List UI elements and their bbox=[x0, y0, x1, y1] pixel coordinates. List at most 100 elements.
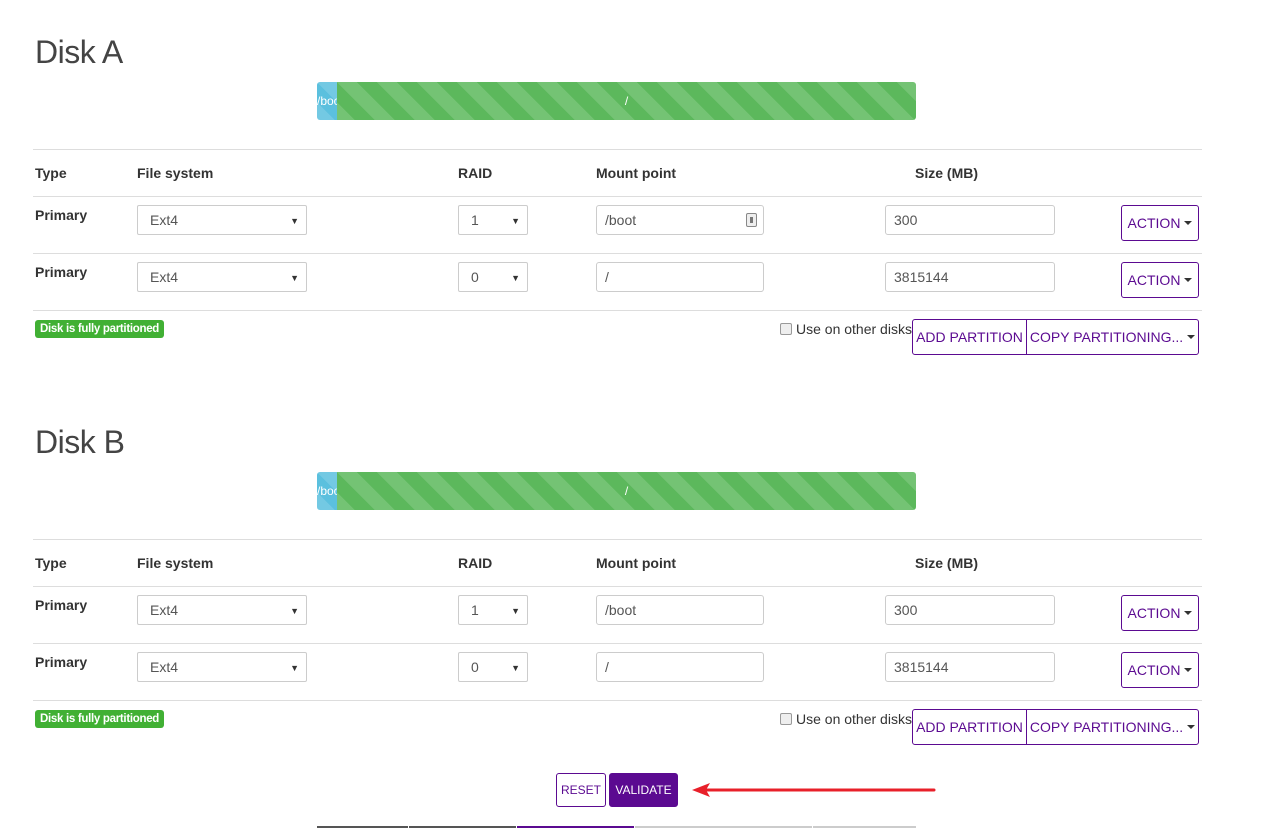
copy-partitioning-label: COPY PARTITIONING... bbox=[1029, 719, 1184, 735]
partition-bar: /boot/ bbox=[317, 472, 916, 510]
partition-segment[interactable]: / bbox=[337, 82, 916, 120]
header-filesystem: File system bbox=[137, 555, 214, 571]
size-value: 3815144 bbox=[894, 269, 949, 285]
action-dropdown-button[interactable]: ACTION bbox=[1121, 652, 1199, 688]
caret-down-icon bbox=[1187, 725, 1196, 729]
action-dropdown-button[interactable]: ACTION bbox=[1121, 262, 1199, 298]
header-filesystem: File system bbox=[137, 165, 214, 181]
filesystem-value: Ext4 bbox=[150, 212, 179, 228]
chevron-down-icon: ▼ bbox=[290, 273, 299, 283]
size-input[interactable]: 300 bbox=[885, 595, 1055, 625]
progress-stepper bbox=[317, 826, 916, 828]
size-value: 300 bbox=[894, 602, 918, 618]
header-size: Size (MB) bbox=[915, 165, 978, 181]
stepper-segment bbox=[517, 826, 634, 828]
validate-button[interactable]: VALIDATE bbox=[609, 773, 678, 807]
action-label: ACTION bbox=[1127, 605, 1181, 621]
action-dropdown-button[interactable]: ACTION bbox=[1121, 205, 1199, 241]
divider bbox=[33, 700, 1202, 701]
disk-title: Disk B bbox=[35, 424, 125, 460]
raid-select[interactable]: 1 ▼ bbox=[458, 595, 528, 625]
status-badge: Disk is fully partitioned bbox=[35, 320, 165, 338]
filesystem-select[interactable]: Ext4 ▼ bbox=[137, 652, 307, 682]
caret-down-icon bbox=[1187, 335, 1196, 339]
partition-type: Primary bbox=[35, 264, 88, 280]
partition-button-group: ADD PARTITION COPY PARTITIONING... bbox=[912, 709, 1199, 745]
divider bbox=[33, 586, 1202, 587]
divider bbox=[33, 253, 1202, 254]
raid-value: 1 bbox=[471, 602, 479, 618]
action-dropdown-button[interactable]: ACTION bbox=[1121, 595, 1199, 631]
mount-point-value: /boot bbox=[605, 602, 637, 618]
partition-segment[interactable]: /boot bbox=[317, 82, 337, 120]
mount-point-value: /boot bbox=[605, 212, 637, 228]
checkbox-label: Use on other disks bbox=[796, 321, 912, 337]
raid-value: 0 bbox=[471, 269, 479, 285]
status-badge: Disk is fully partitioned bbox=[35, 710, 165, 728]
filesystem-select[interactable]: Ext4 ▼ bbox=[137, 262, 307, 292]
partition-type: Primary bbox=[35, 654, 88, 670]
header-type: Type bbox=[35, 165, 67, 181]
mount-point-input[interactable]: /boot bbox=[596, 205, 764, 235]
chevron-down-icon: ▼ bbox=[511, 606, 520, 616]
checkbox[interactable] bbox=[780, 713, 792, 725]
partition-button-group: ADD PARTITION COPY PARTITIONING... bbox=[912, 319, 1199, 355]
stepper-segment bbox=[317, 826, 408, 828]
size-input[interactable]: 300 bbox=[885, 205, 1055, 235]
header-raid: RAID bbox=[458, 165, 493, 181]
chevron-down-icon: ▼ bbox=[290, 606, 299, 616]
header-size: Size (MB) bbox=[915, 555, 978, 571]
divider bbox=[33, 149, 1202, 150]
mount-point-input[interactable]: / bbox=[596, 262, 764, 292]
partition-type: Primary bbox=[35, 207, 88, 223]
partition-segment[interactable]: / bbox=[337, 472, 916, 510]
action-label: ACTION bbox=[1127, 215, 1181, 231]
stepper-segment bbox=[635, 826, 812, 828]
chevron-down-icon: ▼ bbox=[290, 216, 299, 226]
caret-down-icon bbox=[1184, 278, 1193, 282]
disk-title: Disk A bbox=[35, 34, 123, 70]
divider bbox=[33, 539, 1202, 540]
stepper-segment bbox=[813, 826, 916, 828]
filesystem-select[interactable]: Ext4 ▼ bbox=[137, 595, 307, 625]
caret-down-icon bbox=[1184, 668, 1193, 672]
copy-partitioning-button[interactable]: COPY PARTITIONING... bbox=[1027, 710, 1198, 744]
checkbox-label: Use on other disks bbox=[796, 711, 912, 727]
header-raid: RAID bbox=[458, 555, 493, 571]
size-input[interactable]: 3815144 bbox=[885, 262, 1055, 292]
divider bbox=[33, 643, 1202, 644]
partition-segment[interactable]: /boot bbox=[317, 472, 337, 510]
raid-select[interactable]: 0 ▼ bbox=[458, 652, 528, 682]
divider bbox=[33, 310, 1202, 311]
chevron-down-icon: ▼ bbox=[511, 273, 520, 283]
size-input[interactable]: 3815144 bbox=[885, 652, 1055, 682]
checkbox[interactable] bbox=[780, 323, 792, 335]
password-manager-icon[interactable] bbox=[746, 213, 757, 227]
copy-partitioning-button[interactable]: COPY PARTITIONING... bbox=[1027, 320, 1198, 354]
raid-select[interactable]: 0 ▼ bbox=[458, 262, 528, 292]
use-on-other-disks-checkbox[interactable]: Use on other disks bbox=[780, 321, 912, 337]
use-on-other-disks-checkbox[interactable]: Use on other disks bbox=[780, 711, 912, 727]
red-arrow-annotation bbox=[692, 783, 936, 797]
raid-value: 0 bbox=[471, 659, 479, 675]
stepper-segment bbox=[409, 826, 516, 828]
add-partition-button[interactable]: ADD PARTITION bbox=[913, 710, 1027, 744]
chevron-down-icon: ▼ bbox=[511, 663, 520, 673]
filesystem-value: Ext4 bbox=[150, 269, 179, 285]
caret-down-icon bbox=[1184, 611, 1193, 615]
partition-bar: /boot/ bbox=[317, 82, 916, 120]
raid-select[interactable]: 1 ▼ bbox=[458, 205, 528, 235]
size-value: 300 bbox=[894, 212, 918, 228]
raid-value: 1 bbox=[471, 212, 479, 228]
mount-point-value: / bbox=[605, 269, 609, 285]
size-value: 3815144 bbox=[894, 659, 949, 675]
mount-point-input[interactable]: /boot bbox=[596, 595, 764, 625]
divider bbox=[33, 196, 1202, 197]
reset-button[interactable]: RESET bbox=[556, 773, 606, 807]
caret-down-icon bbox=[1184, 221, 1193, 225]
mount-point-input[interactable]: / bbox=[596, 652, 764, 682]
filesystem-select[interactable]: Ext4 ▼ bbox=[137, 205, 307, 235]
add-partition-button[interactable]: ADD PARTITION bbox=[913, 320, 1027, 354]
